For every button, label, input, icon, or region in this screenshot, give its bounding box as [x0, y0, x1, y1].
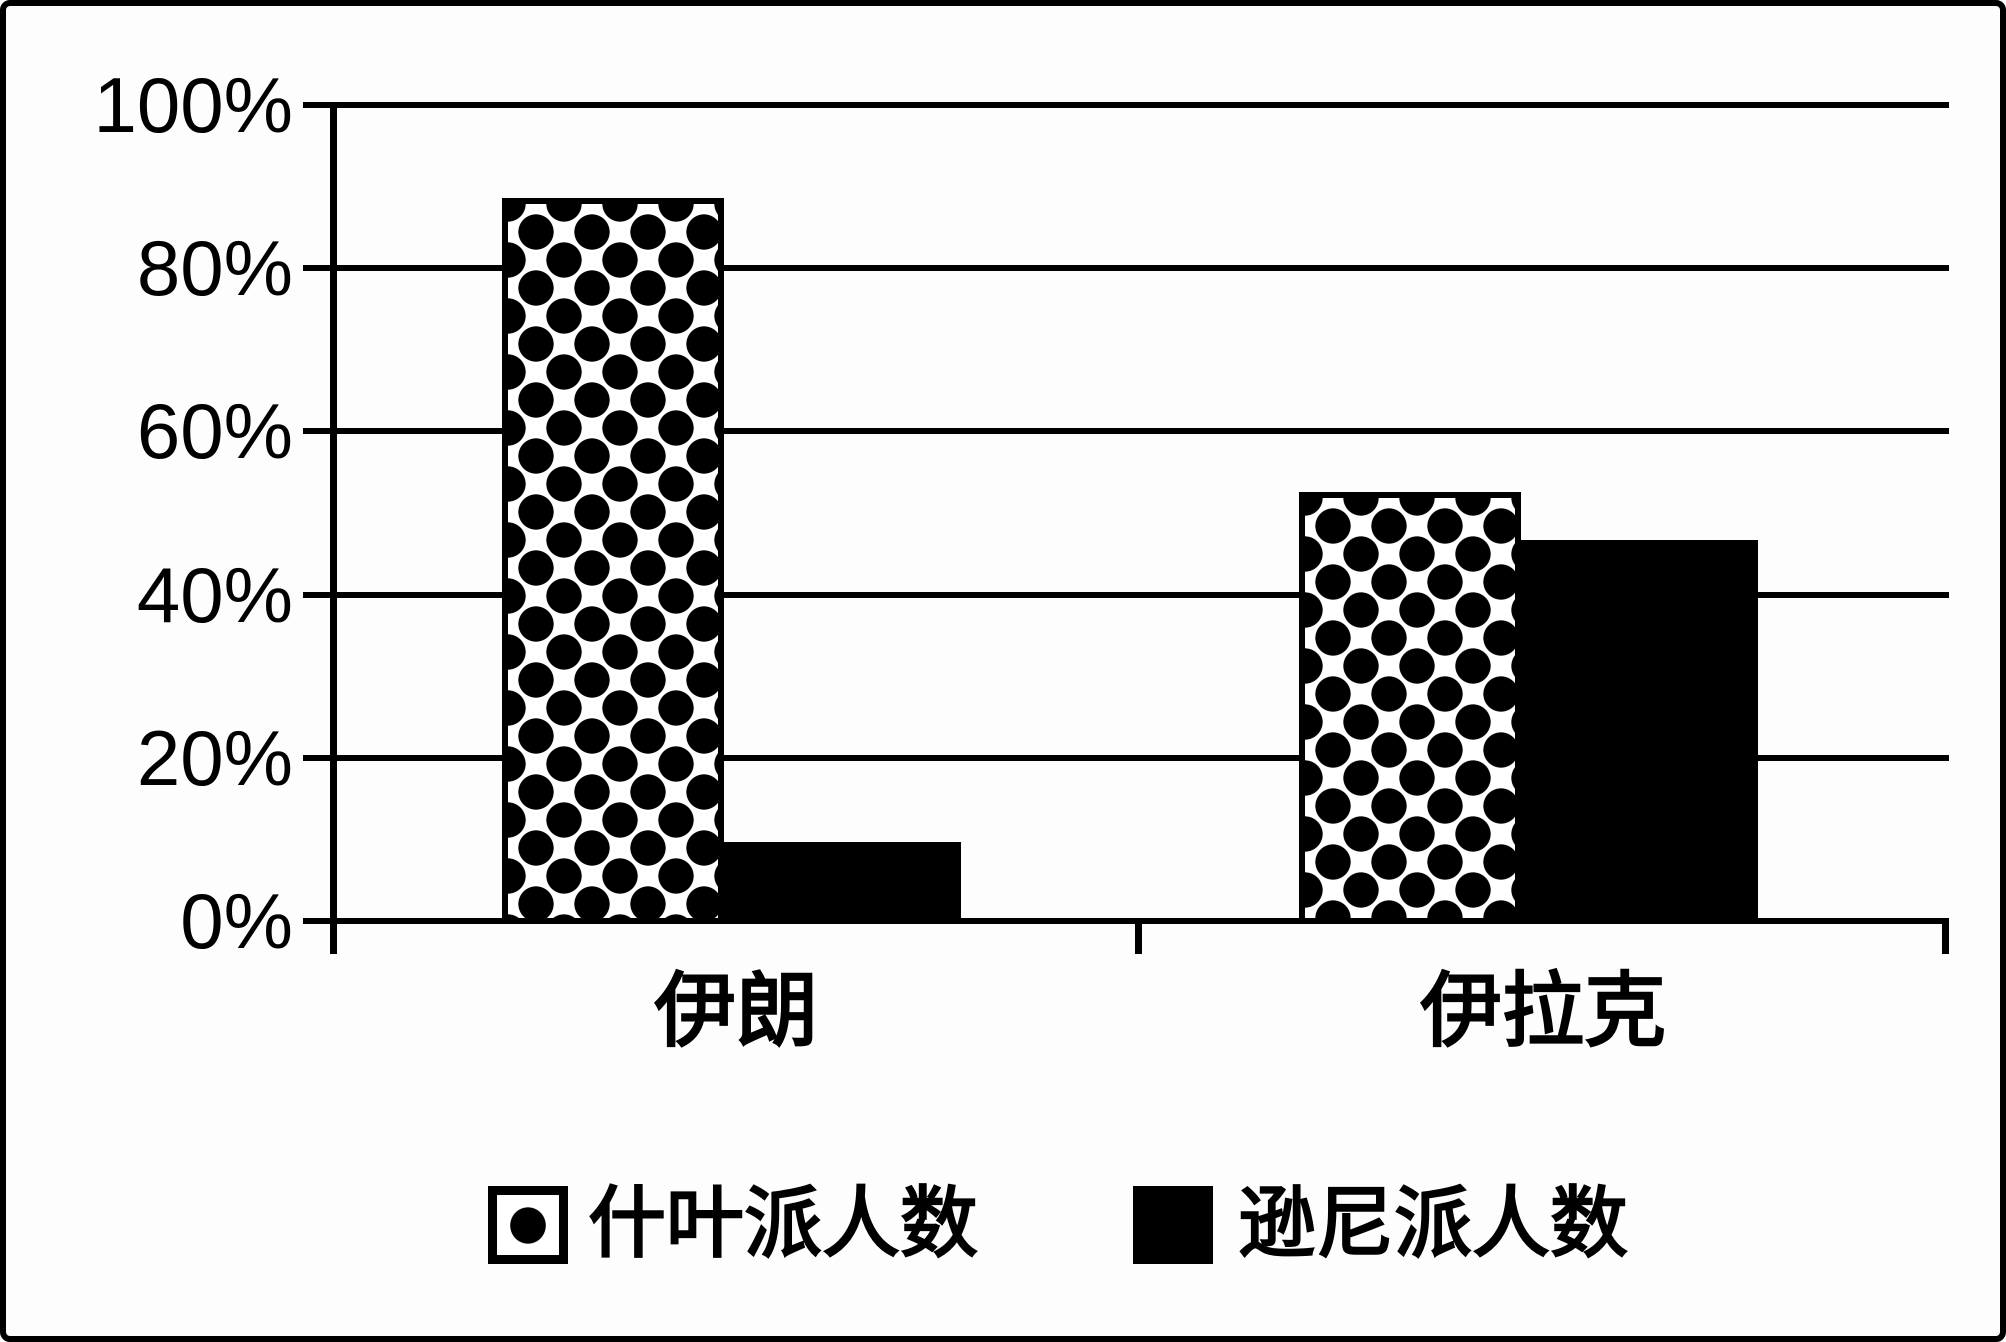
gridline-60: [303, 428, 1949, 435]
gridline-20: [303, 754, 1949, 761]
bar-iran-sunni: [724, 842, 961, 924]
category-label-iraq: 伊拉克: [1419, 966, 1666, 1057]
y-tick-label-100: 100%: [93, 61, 294, 149]
bar-iraq-sunni: [1521, 540, 1758, 924]
gridline-80: [303, 265, 1949, 272]
bar-iraq-shia: [1299, 491, 1521, 924]
x-axis-tick-right: [1942, 918, 1949, 954]
y-tick-label-60: 60%: [136, 387, 293, 476]
legend-swatch-sunni: [1133, 1186, 1213, 1264]
legend-label-sunni: 逊尼派人数: [1238, 1180, 1629, 1267]
y-axis-line: [330, 103, 337, 954]
gridline-40: [303, 591, 1949, 598]
x-axis-tick-middle: [1135, 918, 1142, 954]
y-tick-label-40: 40%: [136, 550, 293, 639]
y-tick-label-20: 20%: [136, 713, 293, 802]
legend-swatch-shia: [488, 1186, 568, 1264]
legend-label-shia: 什叶派人数: [588, 1180, 979, 1267]
gridline-0: [303, 918, 1949, 924]
y-tick-label-0: 0%: [180, 877, 293, 965]
category-label-iran: 伊朗: [653, 966, 818, 1057]
y-tick-label-80: 80%: [136, 224, 293, 313]
gridline-100: [303, 102, 1949, 108]
bar-iran-shia: [502, 197, 724, 924]
